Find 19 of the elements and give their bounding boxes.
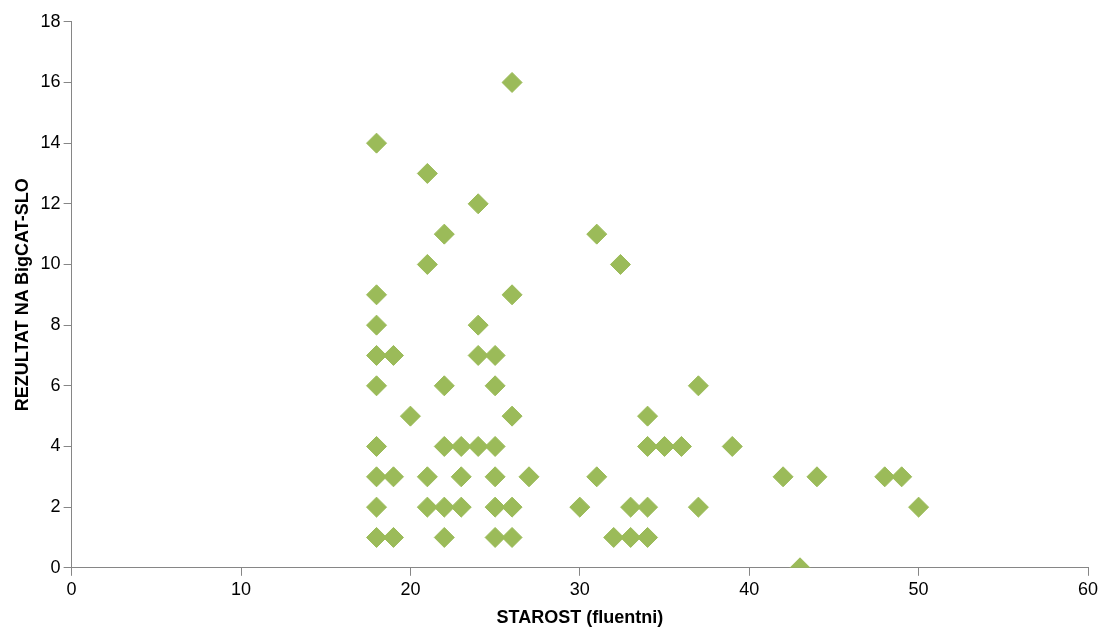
y-tick-label: 4 — [50, 435, 61, 456]
y-tick-label: 2 — [50, 496, 61, 517]
y-tick-label: 8 — [50, 314, 61, 335]
x-tick-label: 10 — [231, 578, 252, 599]
y-tick-label: 6 — [50, 374, 61, 395]
x-tick-label: 20 — [400, 578, 421, 599]
y-tick-label: 14 — [40, 132, 61, 153]
x-tick-label: 0 — [66, 578, 77, 599]
x-axis-title: STAROST (fluentni) — [496, 607, 664, 628]
y-tick-label: 10 — [40, 253, 61, 274]
y-tick-label: 16 — [40, 71, 61, 92]
x-tick-label: 40 — [739, 578, 760, 599]
y-tick-label: 18 — [40, 10, 61, 31]
x-tick-label: 50 — [908, 578, 929, 599]
x-tick-label: 30 — [569, 578, 590, 599]
y-tick-label: 0 — [50, 556, 61, 577]
y-axis-title: REZULTAT NA BigCAT-SLO — [11, 178, 32, 412]
x-tick-label: 60 — [1077, 578, 1099, 599]
y-tick-label: 12 — [40, 192, 61, 213]
